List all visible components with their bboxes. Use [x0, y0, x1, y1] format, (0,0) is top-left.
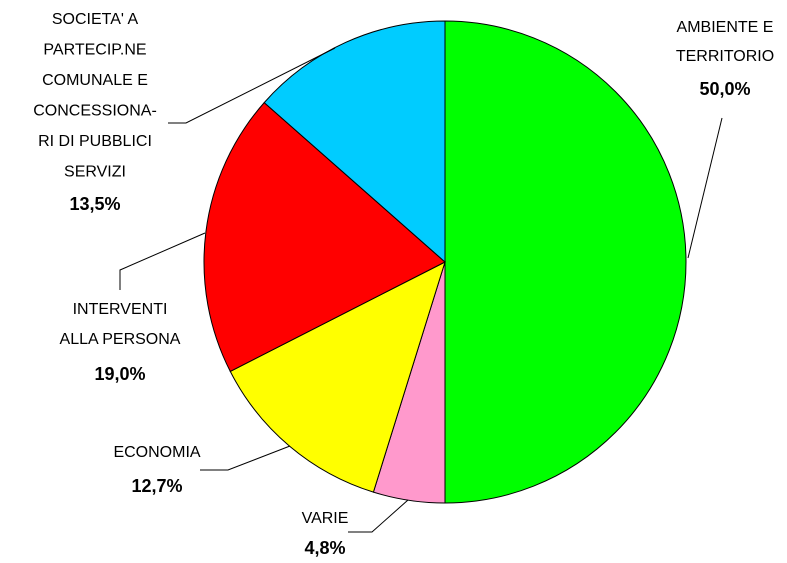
leader-line	[200, 445, 291, 471]
pie-slice	[444, 20, 687, 504]
slice-label: SOCIETA' A PARTECIP.NE COMUNALE E CONCESSIO…	[33, 11, 157, 181]
slice-label: VARIE	[302, 510, 349, 527]
value-label: 4,8%	[304, 538, 345, 558]
value-label: 50,0%	[699, 79, 750, 99]
leader-line	[348, 499, 409, 533]
pie-slice	[203, 101, 446, 373]
pie-slice	[263, 20, 446, 264]
slice-label: AMBIENTE E TERRITORIO	[676, 19, 774, 65]
value-label: 12,7%	[131, 476, 182, 496]
slice-label: INTERVENTI ALLA PERSONA	[60, 301, 181, 348]
leader-line	[168, 47, 336, 124]
leader-line	[119, 232, 206, 290]
leader-line	[687, 117, 723, 259]
value-label: 19,0%	[94, 364, 145, 384]
slice-label: ECONOMIA	[113, 444, 200, 461]
value-label: 13,5%	[69, 194, 120, 214]
